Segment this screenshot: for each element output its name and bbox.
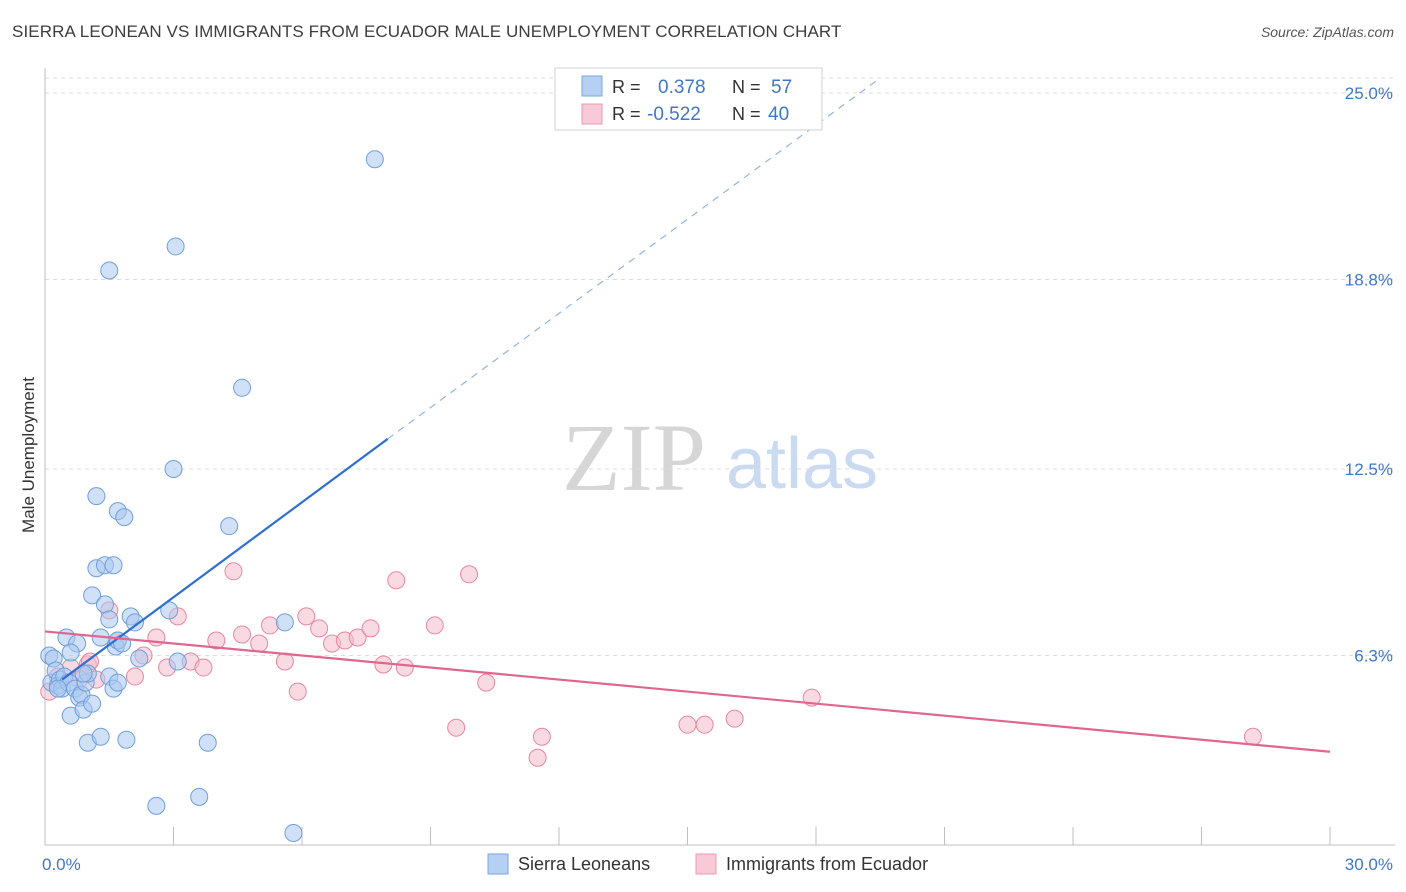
sierra-leonean-trend-line: [61, 438, 389, 681]
legend-swatch-pink: [581, 103, 603, 125]
legend-n-label-1: N =: [732, 77, 761, 97]
sierra-leonean-point-21: [87, 487, 106, 506]
y-tick-label-0: 6.3%: [1354, 647, 1393, 666]
ecuador-point-30: [387, 571, 406, 590]
sierra-leonean-point-51: [284, 823, 303, 842]
ecuador-point-27: [348, 628, 367, 647]
ecuador-point-36: [528, 748, 547, 767]
ecuador-point-20: [260, 616, 279, 635]
bottom-legend-swatch-pink: [695, 853, 717, 875]
ecuador-point-18: [233, 625, 252, 644]
bottom-legend: Sierra Leoneans Immigrants from Ecuador: [487, 853, 928, 875]
sierra-leonean-point-19: [83, 586, 102, 605]
y-axis-label: Male Unemployment: [19, 377, 38, 533]
ecuador-point-32: [425, 616, 444, 635]
ecuador-point-24: [310, 619, 329, 638]
ecuador-point-22: [288, 682, 307, 701]
ecuador-point-9: [125, 667, 144, 686]
sierra-leonean-point-48: [220, 517, 239, 536]
sierra-leonean-point-36: [115, 508, 134, 527]
ecuador-point-17: [224, 562, 243, 581]
sierra-leonean-point-49: [233, 378, 252, 397]
sierra-leonean-point-52: [365, 150, 384, 169]
sierra-leonean-point-47: [198, 733, 217, 752]
sierra-leonean-point-45: [166, 237, 185, 256]
trend-lines: [44, 77, 1331, 753]
ecuador-point-23: [297, 607, 316, 626]
sierra-leonean-trend-extension: [387, 77, 881, 440]
ecuador-point-16: [207, 631, 226, 650]
sierra-leonean-point-44: [168, 652, 187, 671]
sierra-leonean-point-46: [190, 787, 209, 806]
sierra-leonean-point-27: [104, 556, 123, 575]
legend-n-label-2: N =: [732, 104, 761, 124]
series-sierra-leoneans: [40, 150, 384, 842]
ecuador-point-40: [725, 709, 744, 728]
ecuador-point-15: [194, 658, 213, 677]
ecuador-point-37: [532, 727, 551, 746]
sierra-leonean-point-24: [95, 595, 114, 614]
ecuador-point-34: [460, 565, 479, 584]
ecuador-point-31: [395, 658, 414, 677]
bottom-legend-swatch-blue: [487, 853, 509, 875]
grid: [45, 77, 1395, 657]
x-tick-label-min: 0.0%: [42, 855, 81, 874]
axes: [44, 68, 1395, 846]
ecuador-point-33: [447, 718, 466, 737]
watermark-zip: ZIP: [562, 404, 706, 511]
ecuador-point-35: [477, 673, 496, 692]
tick-labels: 6.3% 12.5% 18.8% 25.0% 0.0% 30.0%: [42, 84, 1393, 874]
ecuador-point-19: [250, 634, 269, 653]
chart-title: SIERRA LEONEAN VS IMMIGRANTS FROM ECUADO…: [12, 22, 842, 41]
sierra-leonean-point-37: [117, 730, 136, 749]
sierra-leonean-point-22: [91, 727, 110, 746]
ecuador-point-21: [275, 652, 294, 671]
sierra-leonean-point-20: [83, 694, 102, 713]
ecuador-trend-line: [44, 630, 1331, 753]
ecuador-point-42: [1243, 727, 1262, 746]
sierra-leonean-point-39: [125, 613, 144, 632]
legend-r-label-1: R =: [612, 77, 641, 97]
y-tick-label-3: 25.0%: [1345, 84, 1393, 103]
sierra-leonean-point-43: [164, 460, 183, 479]
sierra-leonean-point-42: [160, 601, 179, 620]
y-tick-label-2: 18.8%: [1345, 271, 1393, 290]
ecuador-point-28: [361, 619, 380, 638]
y-tick-label-1: 12.5%: [1345, 460, 1393, 479]
legend-swatch-blue: [581, 75, 603, 97]
series-immigrants-from-ecuador: [40, 562, 1262, 767]
sierra-leonean-point-50: [275, 613, 294, 632]
watermark-atlas: atlas: [726, 424, 878, 504]
legend-r-value-1: 0.378: [658, 77, 706, 98]
sierra-leonean-point-54: [61, 643, 80, 662]
ecuador-point-38: [678, 715, 697, 734]
sierra-leonean-point-28: [100, 261, 119, 280]
stats-legend: R = 0.378 N = 57 R = -0.522 N = 40: [554, 67, 823, 131]
source-label: Source: ZipAtlas.com: [1260, 24, 1394, 40]
legend-r-value-2: -0.522: [647, 104, 701, 125]
sierra-leonean-point-26: [100, 610, 119, 629]
legend-n-value-2: 40: [768, 104, 789, 125]
sierra-leonean-point-53: [48, 679, 67, 698]
x-tick-label-max: 30.0%: [1345, 855, 1393, 874]
sierra-leonean-point-40: [130, 649, 149, 668]
ecuador-point-39: [695, 715, 714, 734]
sierra-leonean-point-41: [147, 796, 166, 815]
bottom-legend-label-immigrants-from-ecuador: Immigrants from Ecuador: [726, 854, 928, 874]
legend-r-label-2: R =: [612, 104, 641, 124]
legend-n-value-1: 57: [771, 77, 792, 98]
sierra-leonean-point-31: [108, 673, 127, 692]
bottom-legend-label-sierra-leoneans: Sierra Leoneans: [518, 854, 650, 874]
